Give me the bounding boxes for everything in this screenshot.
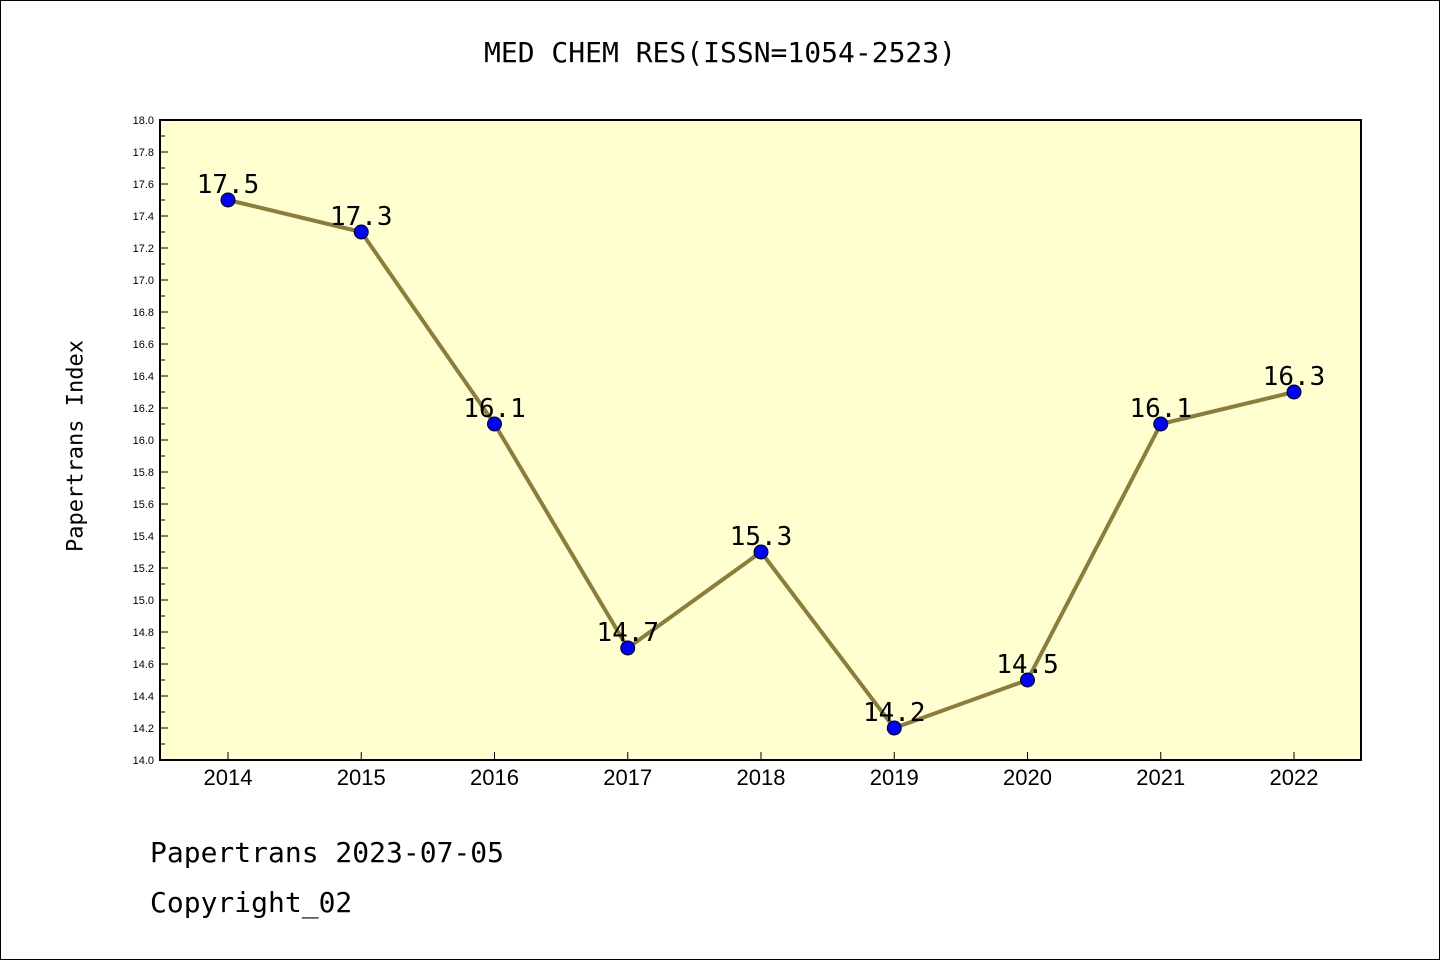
y-tick-label: 17.4	[133, 211, 154, 223]
data-label: 16.1	[463, 394, 526, 424]
data-point	[220, 192, 236, 208]
series-markers	[220, 192, 1302, 736]
x-tick-label: 2018	[737, 765, 786, 790]
footer-copyright: Copyright_02	[150, 886, 353, 919]
y-tick-label: 17.0	[133, 275, 154, 287]
y-tick-label: 17.8	[133, 147, 154, 159]
x-tick-label: 2021	[1136, 765, 1185, 790]
data-point	[1286, 384, 1302, 400]
x-tick-label: 2017	[603, 765, 652, 790]
data-label: 14.2	[863, 698, 926, 728]
data-label: 16.3	[1263, 362, 1326, 392]
data-point	[1153, 416, 1169, 432]
y-tick-label: 16.2	[133, 403, 154, 415]
x-axis-ticks: 2014 2015 2016 2017 2018 2019 2020 2021 2022	[204, 752, 1319, 790]
y-tick-label: 17.6	[133, 179, 154, 191]
x-tick-label: 2016	[470, 765, 519, 790]
data-point	[886, 720, 902, 736]
x-tick-label: 2019	[870, 765, 919, 790]
data-point	[353, 224, 369, 240]
data-point	[1020, 672, 1035, 688]
data-label: 17.3	[330, 202, 393, 232]
y-axis-ticks: 14.0 14.2 14.4 14.6 14.8 15.0 15.2 15.4 15.6 15.8…	[133, 115, 168, 767]
y-tick-label: 16.4	[133, 371, 154, 383]
chart-title: MED CHEM RES(ISSN=1054-2523)	[483, 36, 956, 69]
y-tick-label: 15.8	[133, 467, 154, 479]
y-tick-label: 16.0	[133, 435, 154, 447]
plot-area	[159, 119, 1362, 761]
y-tick-label: 14.2	[133, 723, 154, 735]
y-tick-label: 15.4	[133, 531, 154, 543]
y-tick-label: 16.8	[133, 307, 154, 319]
x-tick-label: 2014	[204, 765, 253, 790]
y-tick-label: 17.2	[133, 243, 154, 255]
y-tick-label: 14.4	[133, 691, 154, 703]
x-tick-label: 2020	[1003, 765, 1052, 790]
y-tick-label: 14.8	[133, 627, 154, 639]
data-point	[487, 416, 502, 432]
data-point	[620, 640, 636, 656]
y-tick-label: 14.0	[133, 755, 154, 767]
y-tick-label: 15.0	[133, 595, 154, 607]
y-tick-label: 18.0	[133, 115, 154, 127]
y-tick-label: 16.6	[133, 339, 154, 351]
data-label: 17.5	[197, 170, 260, 200]
y-tick-label: 15.2	[133, 563, 154, 575]
data-label: 14.7	[596, 618, 659, 648]
data-label: 14.5	[996, 650, 1059, 680]
data-label: 16.1	[1129, 394, 1192, 424]
data-point	[753, 544, 769, 560]
x-tick-label: 2022	[1270, 765, 1319, 790]
data-label: 15.3	[730, 522, 793, 552]
y-tick-label: 15.6	[133, 499, 154, 511]
footer-date: Papertrans 2023-07-05	[150, 836, 505, 869]
x-tick-label: 2015	[337, 765, 386, 790]
y-tick-label: 14.6	[133, 659, 154, 671]
data-labels: 17.5 17.3 16.1 14.7 15.3 14.2 14.5 16.1 16.3	[197, 170, 1326, 728]
